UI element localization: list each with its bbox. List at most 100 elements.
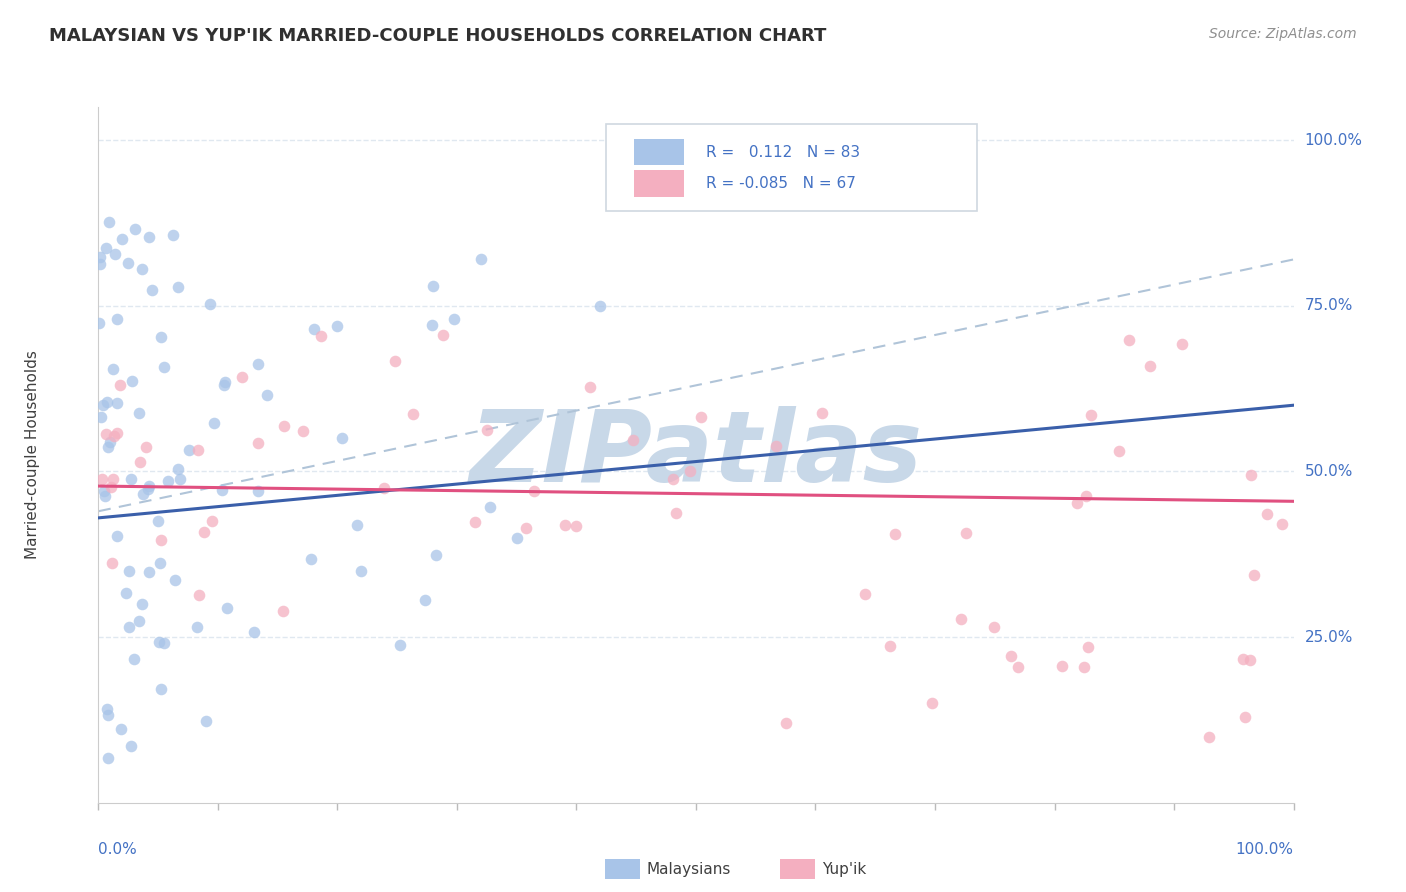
Point [1171, 336, 1194, 351]
Point [621, 433, 644, 447]
Point [1050, 659, 1073, 673]
Point [506, 531, 529, 545]
Point [87, 316, 110, 330]
Point [273, 419, 295, 434]
Point [214, 378, 236, 392]
Point [138, 230, 160, 244]
Point [775, 716, 797, 731]
Text: 75.0%: 75.0% [1305, 298, 1353, 313]
Point [765, 439, 787, 453]
Point [921, 697, 943, 711]
Point [121, 375, 143, 389]
Point [1080, 408, 1102, 422]
Point [211, 483, 233, 497]
Point [950, 612, 973, 626]
Point [373, 481, 395, 495]
Point [330, 431, 353, 445]
Point [93, 483, 115, 498]
Point [187, 443, 209, 458]
Point [565, 519, 588, 533]
Text: 25.0%: 25.0% [1305, 630, 1353, 645]
Point [105, 312, 128, 326]
Point [141, 283, 163, 297]
Point [983, 619, 1005, 633]
Point [201, 514, 224, 528]
Point [665, 506, 688, 520]
Point [1007, 659, 1029, 673]
Point [195, 714, 218, 728]
Point [100, 480, 122, 494]
Point [117, 255, 139, 269]
Point [129, 455, 152, 469]
Point [153, 635, 176, 649]
Point [97, 751, 120, 765]
Point [90, 472, 112, 486]
Point [124, 222, 146, 236]
Point [515, 521, 537, 535]
Point [247, 357, 270, 371]
Point [1077, 640, 1099, 655]
Point [150, 533, 173, 547]
Point [478, 500, 501, 514]
Point [689, 409, 711, 424]
Point [415, 592, 437, 607]
Point [131, 262, 153, 277]
Point [135, 440, 157, 454]
Point [589, 299, 612, 313]
Point [271, 604, 294, 618]
Point [811, 406, 834, 420]
Point [420, 318, 443, 333]
Point [200, 297, 222, 311]
Point [108, 378, 131, 392]
Text: R = -0.085   N = 67: R = -0.085 N = 67 [706, 176, 855, 191]
Point [1139, 359, 1161, 374]
Point [91, 398, 114, 412]
Text: ZIPatlas: ZIPatlas [470, 407, 922, 503]
Point [1073, 659, 1095, 673]
Point [110, 722, 132, 736]
Point [1233, 709, 1256, 723]
Point [169, 472, 191, 486]
Point [105, 425, 128, 440]
Text: Yup'ik: Yup'ik [823, 863, 866, 877]
Point [149, 556, 172, 570]
Point [214, 376, 236, 390]
Point [148, 635, 170, 649]
Point [464, 516, 486, 530]
FancyBboxPatch shape [606, 124, 977, 211]
Point [1256, 507, 1278, 521]
Point [162, 227, 184, 242]
Point [291, 424, 314, 438]
Point [117, 564, 139, 578]
Text: MALAYSIAN VS YUP'IK MARRIED-COUPLE HOUSEHOLDS CORRELATION CHART: MALAYSIAN VS YUP'IK MARRIED-COUPLE HOUSE… [49, 27, 827, 45]
Point [132, 487, 155, 501]
Point [256, 388, 278, 402]
Point [149, 682, 172, 697]
Point [128, 614, 150, 628]
Text: R =   0.112   N = 83: R = 0.112 N = 83 [706, 145, 859, 160]
Point [202, 416, 225, 430]
Point [443, 312, 465, 326]
FancyBboxPatch shape [634, 170, 685, 197]
Point [131, 597, 153, 611]
Point [384, 354, 406, 368]
Point [122, 652, 145, 666]
Point [1271, 516, 1294, 531]
Point [128, 405, 150, 419]
Point [120, 472, 142, 486]
Point [153, 360, 176, 375]
Point [879, 639, 901, 653]
Point [346, 518, 368, 533]
Text: Married-couple Households: Married-couple Households [25, 351, 41, 559]
Point [120, 739, 142, 753]
Point [165, 574, 187, 588]
Point [662, 472, 685, 486]
Point [579, 380, 602, 394]
Point [1198, 730, 1220, 744]
Point [955, 525, 977, 540]
Point [94, 489, 117, 503]
Point [138, 479, 160, 493]
Point [187, 588, 209, 602]
Point [105, 396, 128, 410]
Point [90, 409, 112, 424]
